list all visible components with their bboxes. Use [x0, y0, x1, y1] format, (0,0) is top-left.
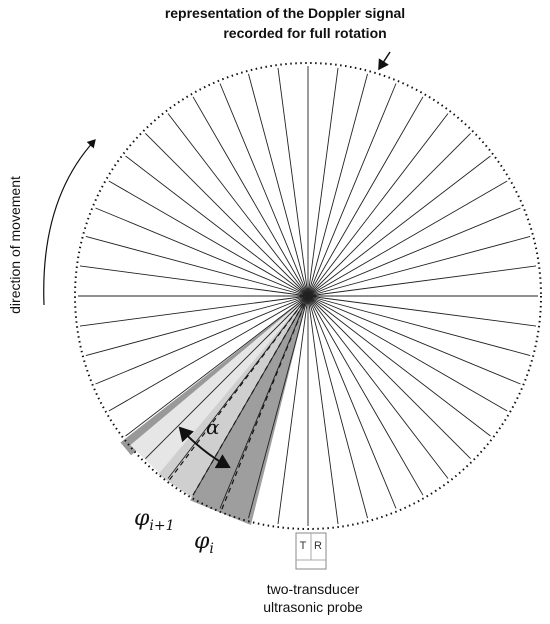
radial-line	[307, 155, 491, 297]
radial-line	[307, 83, 397, 297]
phi-subscript: i	[209, 541, 213, 557]
radial-line	[307, 295, 339, 525]
radial-line	[219, 295, 309, 509]
radial-line	[307, 295, 449, 479]
title-pointer	[378, 51, 391, 71]
radial-line	[248, 73, 309, 297]
radial-line	[277, 67, 309, 297]
radial-line	[95, 207, 309, 297]
rotation-circle	[74, 62, 542, 530]
phi-next-subscript: i+1	[149, 518, 174, 534]
radial-line	[125, 295, 309, 437]
title-line-2: recorded for full rotation	[223, 25, 386, 41]
radial-line	[307, 295, 397, 509]
radial-line	[307, 96, 424, 297]
beam-wedge	[120, 295, 309, 525]
radial-line	[307, 113, 449, 297]
radial-line	[108, 180, 309, 297]
radial-line	[125, 155, 309, 297]
radial-line	[307, 295, 537, 327]
radial-line	[307, 236, 531, 297]
radial-line	[79, 295, 309, 327]
radial-line	[307, 73, 368, 297]
title-line-1: representation of the Doppler signal	[165, 5, 405, 21]
probe-label-2: ultrasonic probe	[263, 599, 363, 615]
radial-line	[145, 133, 309, 297]
radial-line	[307, 295, 491, 437]
radial-line	[307, 133, 471, 297]
alpha-arrow	[178, 426, 231, 469]
phi-next-label: φi+1	[134, 506, 175, 534]
radial-line	[307, 295, 521, 385]
radial-line	[307, 295, 508, 412]
radial-line	[192, 96, 309, 297]
beam-sector	[130, 296, 308, 479]
radial-line	[307, 295, 424, 496]
probe-r: R	[314, 540, 322, 552]
radial-line	[95, 295, 309, 385]
phi-next-symbol: φ	[134, 506, 150, 531]
radial-line	[307, 67, 339, 297]
radial-line	[277, 295, 309, 525]
radial-line	[248, 295, 309, 519]
radial-line	[167, 113, 309, 297]
radial-line	[307, 207, 521, 297]
radial-line	[307, 265, 537, 297]
radial-line	[79, 265, 309, 297]
radial-line	[85, 236, 309, 297]
radial-line	[145, 295, 309, 459]
radial-line	[307, 295, 471, 459]
radial-line	[307, 180, 508, 297]
radial-lines	[78, 66, 538, 526]
radial-line	[219, 83, 309, 297]
radial-line	[108, 295, 309, 412]
probe-t: T	[300, 540, 307, 552]
alpha-label: α	[206, 415, 220, 439]
phi-label: φi	[194, 529, 214, 557]
direction-label: direction of movement	[7, 176, 23, 314]
radial-line	[85, 295, 309, 356]
phi-symbol: φ	[194, 529, 210, 554]
direction-arrow	[43, 139, 96, 306]
radial-line	[307, 295, 368, 519]
radial-line	[307, 295, 531, 356]
probe-label-1: two-transducer	[267, 581, 360, 597]
